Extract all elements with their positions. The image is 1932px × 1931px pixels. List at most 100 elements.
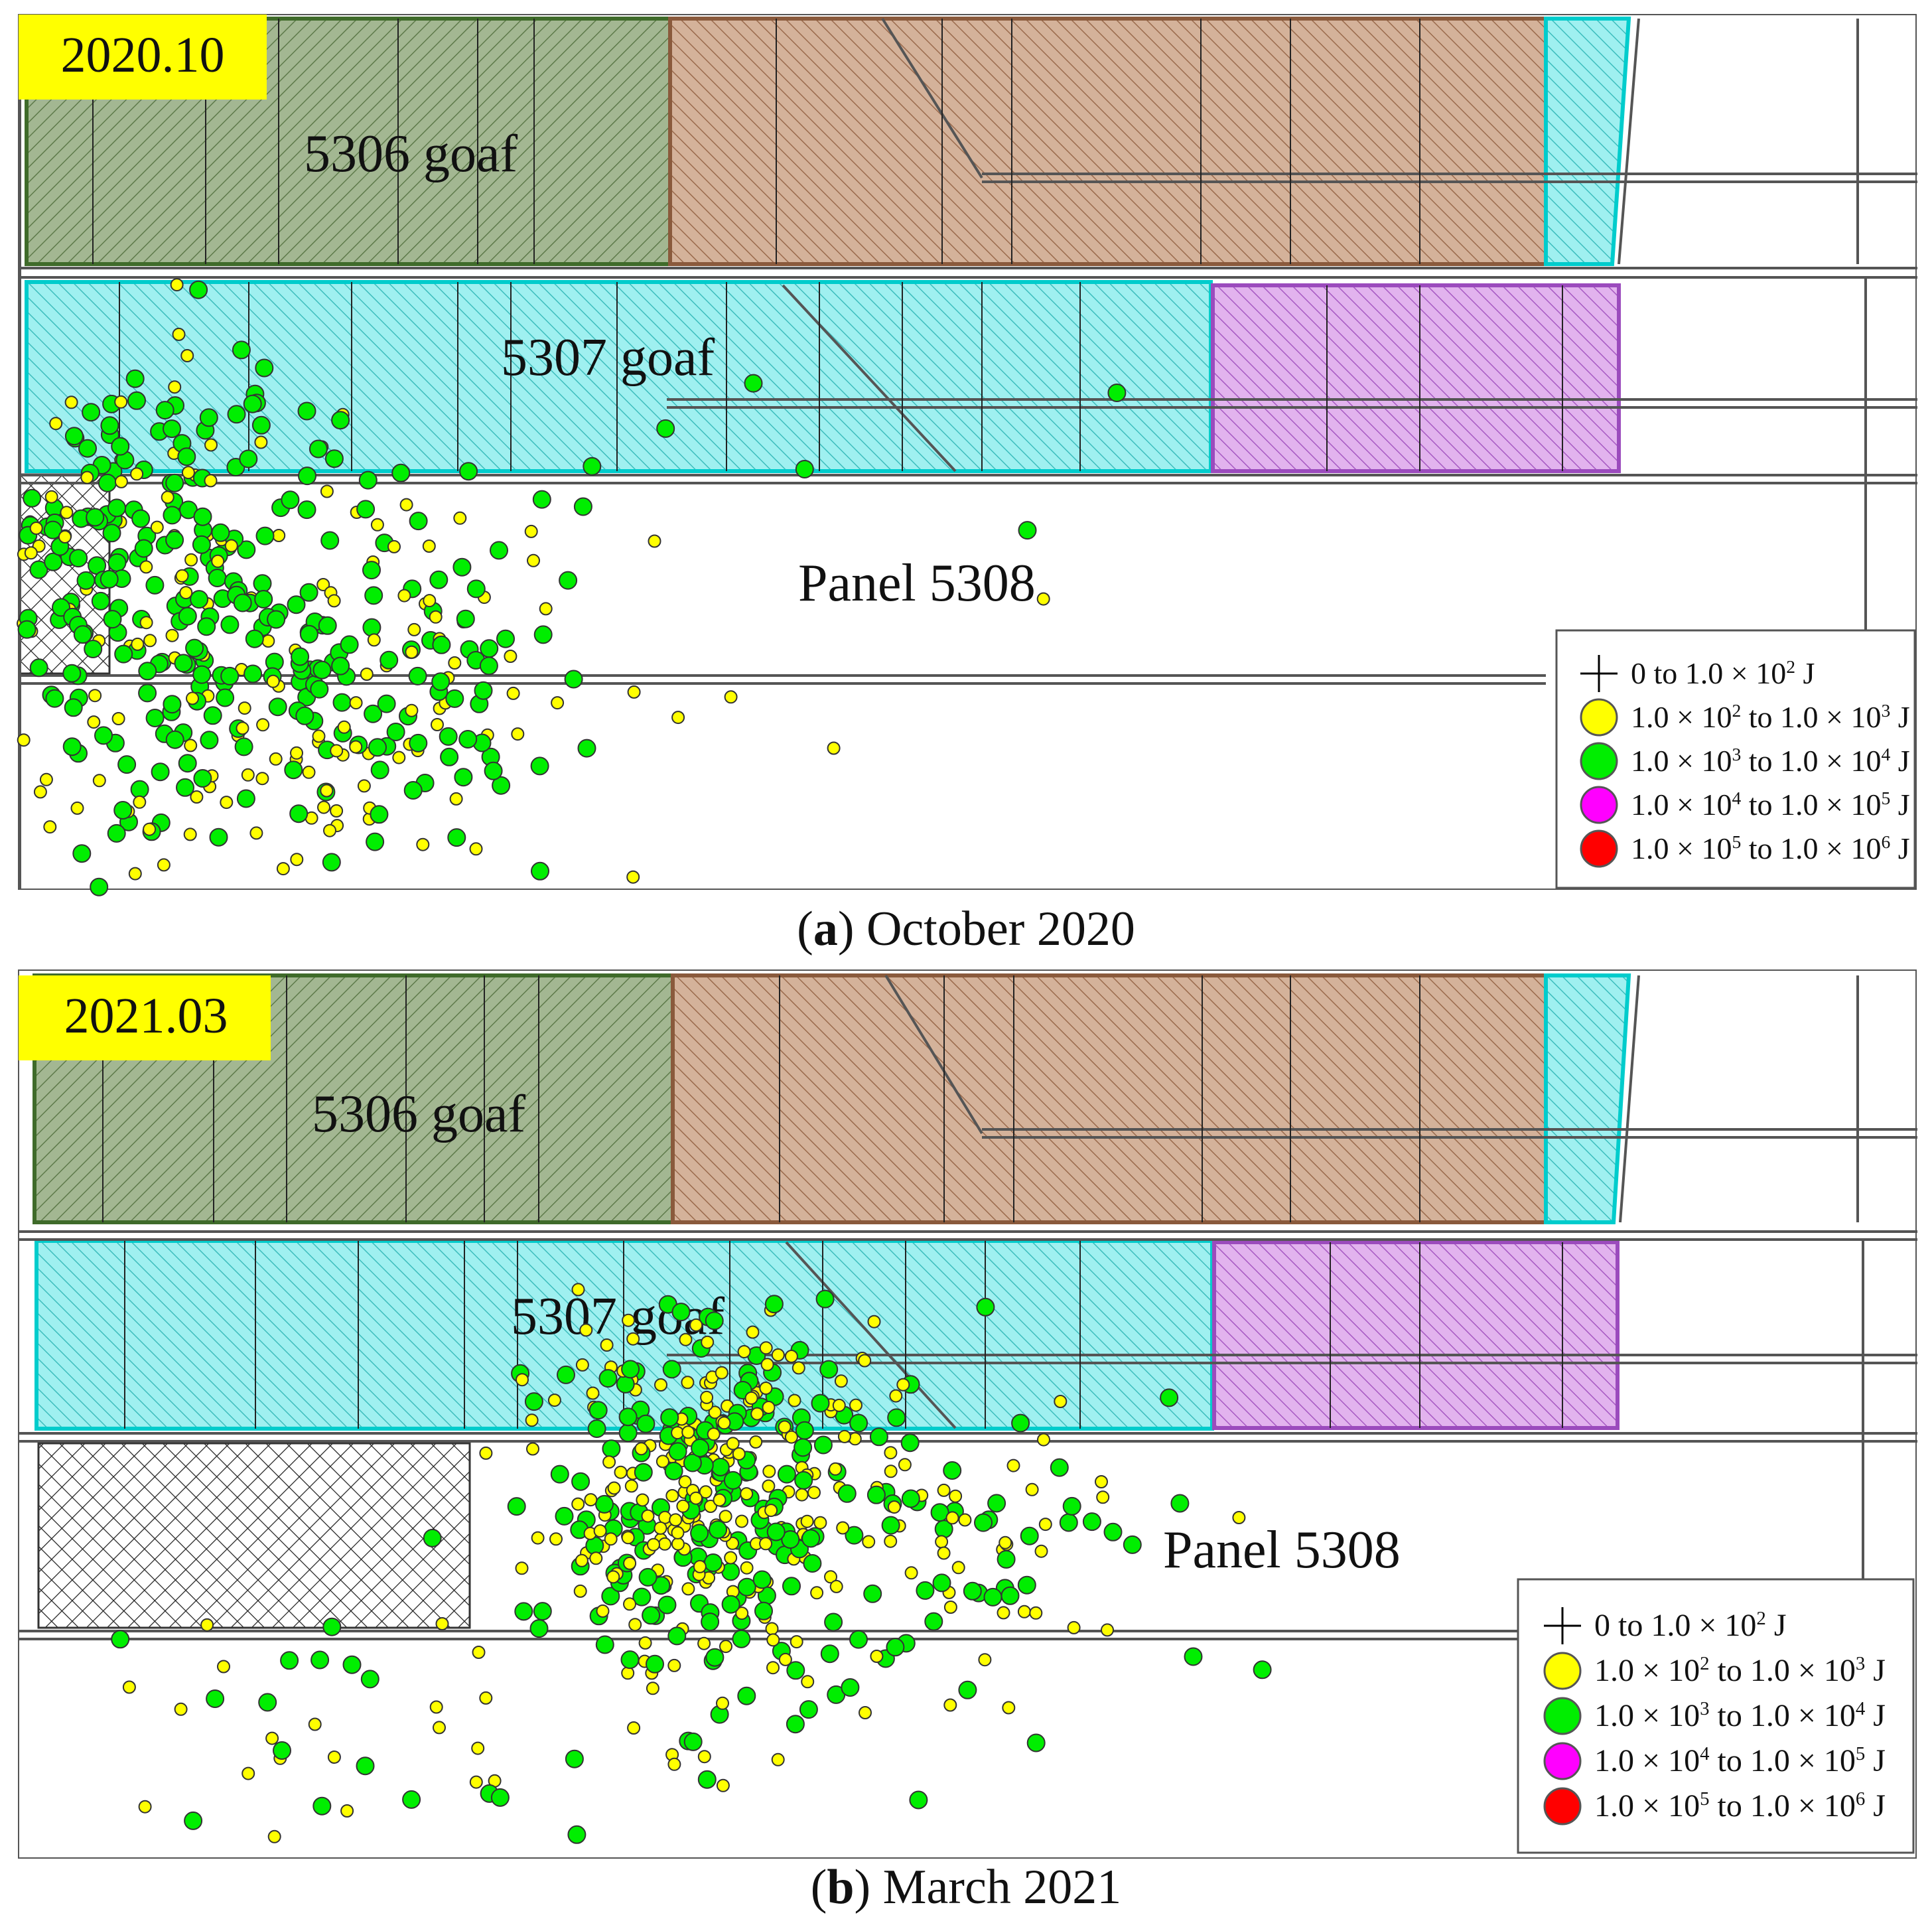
seismic-event bbox=[507, 1497, 526, 1516]
seismic-event bbox=[792, 1361, 805, 1375]
seismic-event bbox=[204, 438, 218, 452]
seismic-event bbox=[479, 656, 498, 676]
seismic-event bbox=[646, 1654, 664, 1674]
seismic-event bbox=[600, 1338, 614, 1352]
seismic-event bbox=[209, 827, 228, 847]
label-5306-goaf: 5306 goaf bbox=[312, 1085, 526, 1143]
seismic-event bbox=[723, 1470, 742, 1490]
seismic-event bbox=[431, 672, 450, 691]
seismic-event bbox=[255, 358, 274, 378]
seismic-event bbox=[579, 1323, 593, 1337]
seismic-event bbox=[320, 484, 334, 498]
seismic-event bbox=[360, 1670, 380, 1689]
seismic-event bbox=[87, 715, 101, 729]
seismic-event bbox=[642, 1606, 661, 1625]
seismic-event bbox=[593, 1524, 607, 1538]
seismic-event bbox=[163, 506, 182, 525]
seismic-event bbox=[340, 635, 359, 654]
seismic-event bbox=[456, 609, 475, 628]
seismic-event bbox=[820, 1644, 839, 1664]
seismic-event bbox=[671, 1526, 685, 1539]
seismic-event bbox=[832, 1398, 846, 1412]
seismic-event bbox=[435, 1617, 449, 1630]
seismic-event bbox=[1062, 1496, 1081, 1516]
seismic-event bbox=[189, 280, 208, 299]
seismic-event bbox=[559, 571, 578, 590]
seismic-event bbox=[705, 1311, 724, 1330]
legend-label: 1.0 × 103​ to 1.0 × 104​ J bbox=[1594, 1698, 1886, 1733]
seismic-event bbox=[90, 877, 109, 896]
seismic-event bbox=[237, 540, 256, 559]
seismic-event bbox=[531, 861, 549, 881]
seismic-event bbox=[511, 727, 525, 741]
seismic-event bbox=[557, 1365, 575, 1384]
seismic-event bbox=[526, 1442, 539, 1456]
seismic-event bbox=[203, 706, 222, 725]
seismic-event bbox=[197, 617, 216, 636]
seismic-event bbox=[58, 530, 72, 543]
seismic-event bbox=[707, 1427, 721, 1441]
seismic-event bbox=[983, 1587, 1002, 1607]
seismic-event bbox=[245, 629, 264, 648]
seismic-event bbox=[777, 1465, 796, 1484]
seismic-event bbox=[764, 1504, 778, 1518]
seismic-event bbox=[49, 417, 63, 431]
legend-circle-icon bbox=[1543, 1787, 1582, 1825]
seismic-event bbox=[598, 1369, 618, 1388]
seismic-event bbox=[440, 747, 459, 766]
seismic-event bbox=[150, 520, 164, 534]
seismic-event bbox=[1232, 1511, 1246, 1524]
seismic-event bbox=[866, 1485, 886, 1504]
seismic-event bbox=[1026, 1733, 1046, 1752]
seismic-event bbox=[937, 1546, 951, 1560]
seismic-event bbox=[1011, 1413, 1030, 1433]
seismic-event bbox=[525, 1413, 539, 1427]
seismic-event bbox=[433, 1721, 446, 1735]
seismic-event bbox=[671, 1537, 685, 1551]
seismic-event bbox=[884, 1446, 898, 1460]
date-tag: 2020.10 bbox=[61, 27, 225, 83]
seismic-event bbox=[845, 1526, 864, 1545]
seismic-event bbox=[290, 746, 303, 760]
seismic-event bbox=[76, 571, 96, 590]
seismic-event bbox=[711, 1457, 730, 1476]
seismic-event bbox=[636, 1493, 650, 1507]
seismic-event bbox=[889, 1389, 903, 1403]
seismic-event bbox=[224, 539, 238, 553]
seismic-event bbox=[703, 1553, 723, 1572]
seismic-event bbox=[131, 509, 151, 528]
seismic-event bbox=[320, 531, 340, 550]
seismic-event bbox=[811, 1394, 830, 1413]
seismic-event bbox=[1025, 1482, 1039, 1496]
seismic-event bbox=[447, 828, 466, 847]
seismic-event bbox=[602, 1455, 616, 1469]
seismic-event bbox=[656, 419, 675, 438]
seismic-event bbox=[657, 1595, 677, 1614]
seismic-event bbox=[330, 744, 344, 758]
seismic-event bbox=[255, 526, 275, 545]
seismic-event bbox=[699, 1485, 713, 1499]
seismic-event bbox=[174, 654, 193, 673]
seismic-event bbox=[297, 401, 316, 421]
seismic-event bbox=[596, 1604, 610, 1618]
seismic-event bbox=[621, 1666, 635, 1680]
seismic-event bbox=[760, 1358, 774, 1372]
seismic-event bbox=[726, 1437, 740, 1451]
seismic-event bbox=[322, 1617, 342, 1636]
seismic-event bbox=[901, 1489, 920, 1508]
seismic-event bbox=[690, 1524, 709, 1543]
seismic-event bbox=[45, 689, 64, 708]
seismic-event bbox=[691, 1439, 710, 1457]
seismic-event bbox=[656, 1455, 669, 1468]
seismic-event bbox=[667, 1658, 681, 1672]
seismic-event bbox=[752, 1570, 772, 1589]
seismic-event bbox=[368, 738, 387, 757]
seismic-event bbox=[621, 1360, 640, 1379]
seismic-event bbox=[623, 1597, 636, 1611]
seismic-event bbox=[220, 615, 240, 634]
seismic-event bbox=[175, 569, 189, 583]
seismic-event bbox=[1017, 1575, 1036, 1595]
legend-label: 1.0 × 105​ to 1.0 × 106​ J bbox=[1631, 831, 1910, 865]
seismic-event bbox=[111, 712, 125, 725]
seismic-event bbox=[1184, 1647, 1203, 1666]
